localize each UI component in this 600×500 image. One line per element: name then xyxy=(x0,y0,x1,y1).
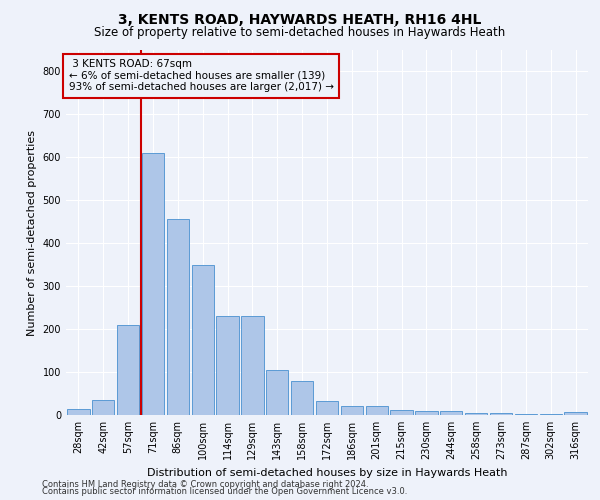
Bar xyxy=(515,414,537,415)
Bar xyxy=(440,410,463,415)
Bar xyxy=(341,406,363,415)
Bar xyxy=(67,410,89,415)
X-axis label: Distribution of semi-detached houses by size in Haywards Heath: Distribution of semi-detached houses by … xyxy=(147,468,507,477)
Bar xyxy=(565,412,587,415)
Text: 3 KENTS ROAD: 67sqm
← 6% of semi-detached houses are smaller (139)
93% of semi-d: 3 KENTS ROAD: 67sqm ← 6% of semi-detache… xyxy=(68,59,334,92)
Bar xyxy=(191,264,214,415)
Text: Contains public sector information licensed under the Open Government Licence v3: Contains public sector information licen… xyxy=(42,487,407,496)
Bar xyxy=(539,414,562,415)
Text: Size of property relative to semi-detached houses in Haywards Heath: Size of property relative to semi-detach… xyxy=(94,26,506,39)
Bar xyxy=(391,410,413,415)
Bar xyxy=(117,325,139,415)
Bar xyxy=(465,413,487,415)
Bar xyxy=(92,400,115,415)
Text: 3, KENTS ROAD, HAYWARDS HEATH, RH16 4HL: 3, KENTS ROAD, HAYWARDS HEATH, RH16 4HL xyxy=(118,12,482,26)
Bar xyxy=(415,410,437,415)
Bar xyxy=(365,406,388,415)
Bar xyxy=(266,370,289,415)
Y-axis label: Number of semi-detached properties: Number of semi-detached properties xyxy=(27,130,37,336)
Bar xyxy=(316,402,338,415)
Bar xyxy=(291,380,313,415)
Bar xyxy=(241,316,263,415)
Bar xyxy=(490,413,512,415)
Bar xyxy=(217,316,239,415)
Text: Contains HM Land Registry data © Crown copyright and database right 2024.: Contains HM Land Registry data © Crown c… xyxy=(42,480,368,489)
Bar xyxy=(142,153,164,415)
Bar xyxy=(167,219,189,415)
